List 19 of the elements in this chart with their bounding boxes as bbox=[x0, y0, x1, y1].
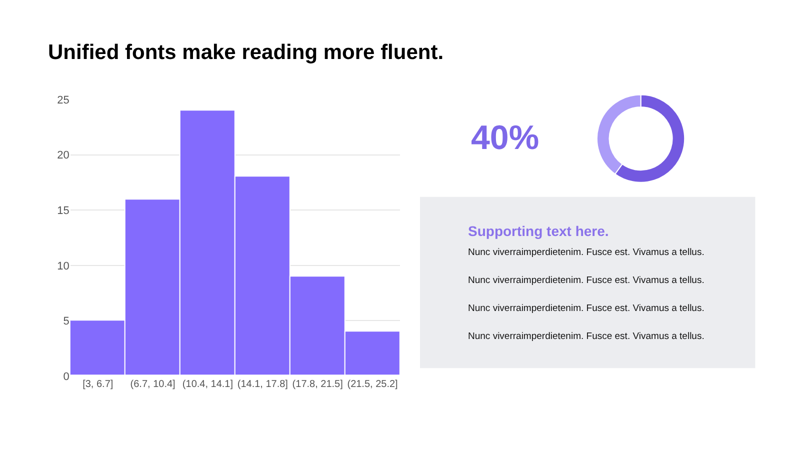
x-tick-label: [3, 6.7] bbox=[82, 378, 114, 390]
y-tick-label: 20 bbox=[57, 150, 70, 162]
x-tick-label: (10.4, 14.1] bbox=[182, 378, 234, 390]
x-tick-label: (17.8, 21.5] bbox=[292, 378, 344, 390]
text: Nunc viverraimperdietenim. Fusce est. Vivamus a tellus. bbox=[468, 275, 704, 286]
text: Nunc viverraimperdietenim. Fusce est. Vivamus a tellus. bbox=[468, 247, 704, 258]
text: Nunc viverraimperdietenim. Fusce est. Vivamus a tellus. bbox=[468, 331, 704, 342]
x-tick-label: (14.1, 17.8] bbox=[237, 378, 288, 390]
y-tick-label: 15 bbox=[57, 205, 70, 218]
chart-title: Unified fonts make reading more fluent. bbox=[48, 41, 444, 64]
y-tick-label: 0 bbox=[63, 370, 70, 383]
text: Nunc viverraimperdietenim. Fusce est. Vivamus a tellus. bbox=[468, 303, 704, 314]
text: 40% bbox=[471, 119, 540, 157]
x-tick-label: (21.5, 25.2] bbox=[347, 378, 398, 390]
text: Supporting text here. bbox=[468, 223, 609, 239]
y-tick-label: 10 bbox=[57, 260, 70, 272]
y-tick-label: 5 bbox=[63, 316, 70, 328]
x-tick-label: (6.7, 10.4] bbox=[130, 378, 176, 390]
y-tick-label: 25 bbox=[57, 94, 70, 106]
